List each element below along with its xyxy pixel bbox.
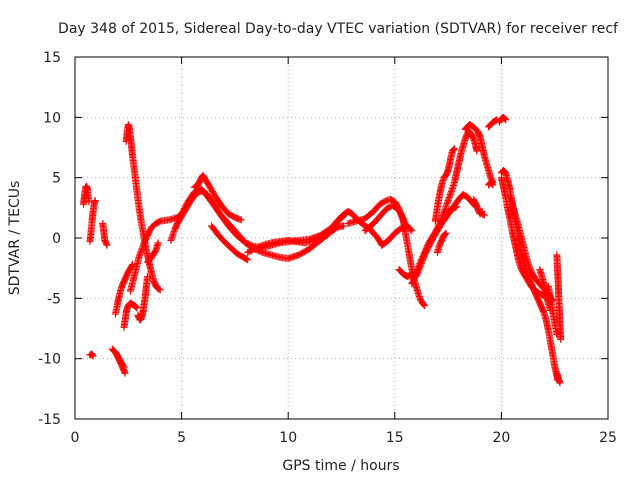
data-points (80, 113, 565, 387)
data-point-arc-u (408, 227, 416, 235)
data-point-arc-l (154, 239, 162, 247)
data-point-arc-f (119, 362, 127, 370)
data-point-arc-af (487, 179, 495, 187)
data-point-arc-x (419, 255, 427, 263)
axis-ticks: 0 5 10 15 20 25 -15 -10 -5 0 5 10 15 (38, 50, 617, 446)
data-point-arc-q (315, 234, 323, 242)
data-point-arc-z (441, 231, 449, 239)
data-point-arc-y (450, 145, 458, 153)
x-tick-label: 0 (71, 430, 80, 446)
data-point-arc-ag (479, 210, 487, 218)
data-point-arc-x (412, 273, 420, 281)
data-point-arc-e (121, 369, 129, 377)
y-tick-label: 5 (52, 171, 61, 187)
data-point-arc-g (128, 262, 136, 270)
data-point-arc-x (414, 268, 422, 276)
data-point-arc-al (553, 331, 561, 339)
chart-title: Day 348 of 2015, Sidereal Day-to-day VTE… (58, 21, 619, 37)
data-point-arc-x (415, 265, 423, 273)
data-point-arc-h (131, 302, 139, 310)
y-tick-label: -10 (38, 352, 61, 368)
data-point-arc-s (420, 301, 428, 309)
data-point-arc-z (442, 229, 450, 237)
data-point-arc-f (120, 363, 128, 371)
x-tick-label: 15 (386, 430, 404, 446)
x-tick-label: 10 (279, 430, 297, 446)
data-point-arc-x (417, 260, 425, 268)
data-point-arc-p (243, 255, 251, 263)
data-point-arc-h (133, 304, 141, 312)
data-point-arc-c (89, 352, 97, 360)
data-point-arc-z (441, 230, 449, 238)
data-point-arc-h (132, 303, 140, 311)
y-tick-label: 15 (43, 50, 61, 66)
data-point-arc-x (413, 270, 421, 278)
data-point-arc-y (449, 146, 457, 154)
x-tick-label: 25 (599, 430, 617, 446)
data-point-arc-d (103, 241, 111, 249)
data-point-arc-w (473, 147, 481, 155)
data-point-arc-ae (502, 116, 510, 124)
data-point-arc-x (418, 257, 426, 265)
data-point-arc-x (413, 271, 421, 279)
data-point-arc-i (156, 286, 164, 294)
data-point-arc-x (418, 258, 426, 266)
data-point-arc-x (420, 254, 428, 262)
data-point-arc-af (488, 180, 496, 188)
data-point-arc-an (556, 379, 564, 387)
data-point-arc-am (557, 335, 565, 343)
data-point-arc-v (407, 271, 415, 279)
y-tick-label: 10 (43, 110, 61, 126)
data-point-arc-b (91, 197, 99, 205)
y-tick-label: -5 (47, 291, 61, 307)
data-point-arc-x (416, 262, 424, 270)
data-point-arc-o (237, 216, 245, 224)
data-point-arc-m (340, 222, 348, 230)
grid-lines (75, 57, 608, 419)
data-point-arc-ae (501, 115, 509, 123)
data-point-arc-ag (480, 211, 488, 219)
data-point-arc-p (244, 256, 252, 264)
data-point-arc-y (450, 146, 458, 154)
data-point-arc-x (417, 261, 425, 269)
data-point-arc-a (85, 198, 93, 206)
y-axis-label: SDTVAR / TECUs (7, 181, 23, 296)
data-point-arc-q (316, 233, 324, 241)
x-axis-label: GPS time / hours (282, 458, 399, 474)
data-point-arc-ae (500, 114, 508, 122)
x-tick-label: 20 (492, 430, 510, 446)
y-tick-label: -15 (38, 412, 61, 428)
data-point-arc-aa (453, 203, 461, 211)
data-point-arc-u (407, 226, 415, 234)
data-point-arc-s (421, 302, 429, 310)
y-tick-label: 0 (52, 231, 61, 247)
x-tick-label: 5 (177, 430, 186, 446)
data-point-arc-aa (452, 203, 460, 211)
data-point-arc-s (419, 300, 427, 308)
data-point-arc-x (414, 267, 422, 275)
data-point-arc-j (143, 273, 151, 281)
plot-frame (74, 56, 609, 420)
data-point-arc-x (416, 264, 424, 272)
data-point-arc-i (155, 285, 163, 293)
data-point-arc-af (489, 181, 497, 189)
